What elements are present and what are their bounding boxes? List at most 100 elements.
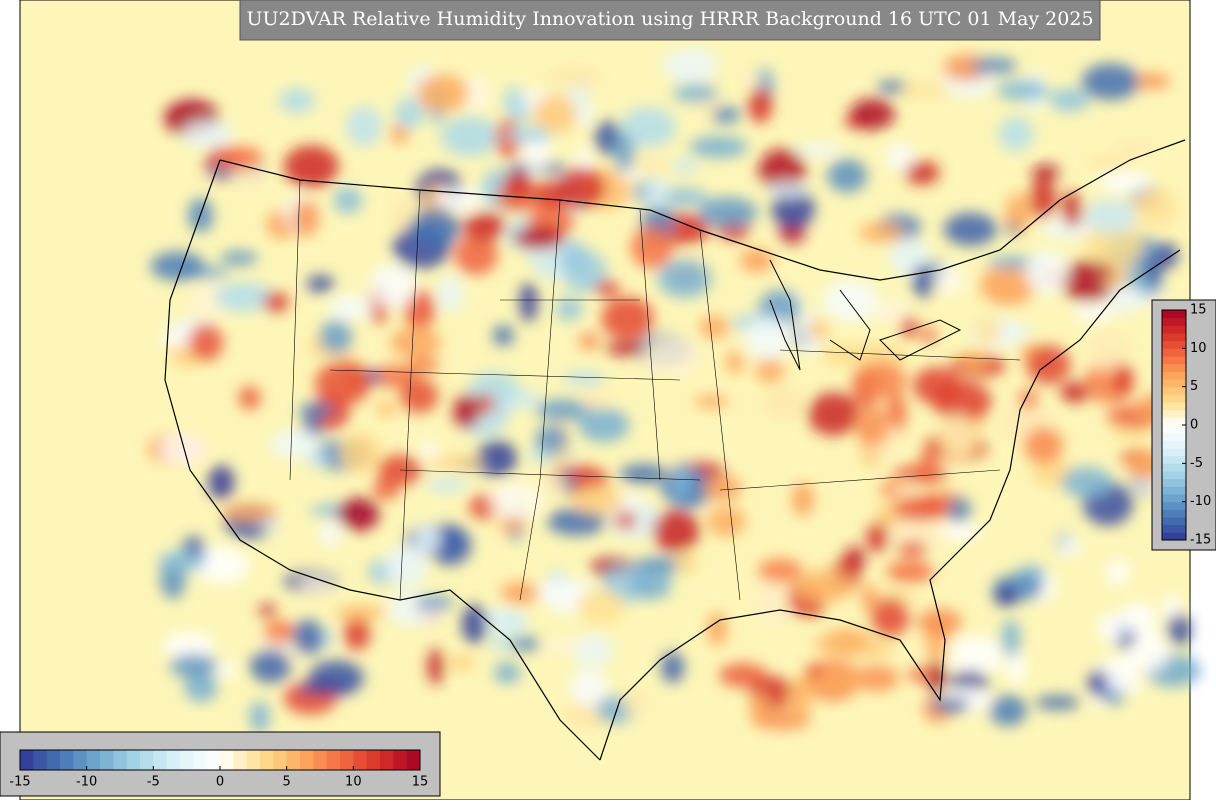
- field-blob: [306, 275, 335, 293]
- field-blob: [1086, 330, 1131, 372]
- field-blob: [794, 143, 843, 158]
- field-blob: [440, 116, 500, 157]
- field-blob: [786, 678, 812, 721]
- field-blob: [264, 619, 295, 644]
- field-blob: [346, 106, 382, 147]
- field-blob: [594, 120, 621, 155]
- humidity-field: [148, 48, 1203, 734]
- field-blob: [748, 86, 773, 124]
- field-blob: [1113, 363, 1133, 396]
- tick-label: 10: [345, 775, 362, 790]
- tick-label: 5: [283, 775, 291, 790]
- field-blob: [319, 520, 343, 546]
- field-blob: [188, 323, 224, 362]
- tick-label: -15: [1190, 533, 1211, 548]
- field-blob: [630, 568, 672, 600]
- colorbar-segment: [1162, 363, 1186, 372]
- field-blob: [462, 211, 506, 241]
- field-blob: [369, 264, 416, 308]
- field-blob: [642, 177, 669, 209]
- field-blob: [673, 83, 719, 103]
- field-blob: [938, 521, 981, 541]
- colorbar-segment: [1162, 333, 1186, 342]
- field-blob: [858, 222, 905, 243]
- colorbar-segment: [33, 750, 48, 770]
- colorbar-segment: [1162, 517, 1186, 526]
- field-blob: [1025, 250, 1068, 295]
- field-blob: [794, 568, 854, 604]
- colorbar-segment: [340, 750, 354, 770]
- field-blob: [539, 474, 569, 494]
- field-blob: [158, 550, 207, 572]
- field-blob: [652, 509, 700, 553]
- colorbar-segment: [260, 750, 274, 770]
- field-blob: [1131, 73, 1171, 90]
- field-blob: [771, 187, 815, 230]
- field-blob: [461, 604, 488, 644]
- field-blob: [1087, 157, 1132, 170]
- field-blob: [291, 619, 324, 655]
- field-blob: [919, 449, 937, 477]
- colorbar-segment: [1162, 501, 1186, 510]
- colorbar-segment: [1162, 532, 1186, 541]
- colorbar-segment: [1162, 478, 1186, 487]
- field-blob: [221, 503, 279, 522]
- colorbar-segment: [1162, 356, 1186, 365]
- field-blob: [758, 558, 803, 584]
- field-blob: [578, 408, 630, 443]
- field-blob: [853, 665, 900, 692]
- tick-label: -10: [76, 775, 97, 790]
- field-blob: [278, 88, 316, 113]
- field-blob: [886, 560, 934, 583]
- field-blob: [562, 371, 606, 386]
- colorbar-segment: [1162, 455, 1186, 464]
- field-blob: [579, 332, 600, 350]
- field-blob: [575, 104, 594, 126]
- field-blob: [807, 392, 860, 436]
- colorbar-segment: [1162, 509, 1186, 518]
- field-blob: [706, 506, 747, 538]
- colorbar-segment: [206, 750, 221, 770]
- colorbar-vertical: -15 -10 -5 0 5 10 15: [1161, 303, 1211, 548]
- colorbar-segment: [60, 750, 74, 770]
- field-blob: [896, 541, 928, 557]
- tick-label: -15: [9, 775, 30, 790]
- field-blob: [1001, 619, 1021, 658]
- field-blob: [414, 596, 455, 610]
- field-blob: [283, 145, 339, 188]
- colorbar-segment: [86, 750, 101, 770]
- field-blob: [673, 158, 698, 175]
- field-blob: [913, 367, 961, 405]
- field-blob: [307, 451, 328, 469]
- field-blob: [427, 648, 445, 685]
- field-blob: [183, 120, 233, 149]
- field-blob: [509, 636, 541, 651]
- field-blob: [499, 517, 525, 533]
- field-blob: [429, 456, 485, 469]
- field-blob: [1031, 164, 1060, 180]
- colorbar-segment: [1162, 448, 1186, 457]
- field-blob: [896, 82, 950, 100]
- colorbar-segment: [1162, 379, 1186, 388]
- colorbar-segment: [180, 750, 194, 770]
- field-blob: [916, 608, 963, 636]
- field-blob: [614, 512, 637, 529]
- field-blob: [861, 583, 878, 612]
- colorbar-segment: [20, 750, 34, 770]
- colorbar-segment: [220, 750, 234, 770]
- field-blob: [1023, 426, 1063, 465]
- field-blob: [333, 187, 363, 214]
- field-blob: [1062, 191, 1082, 228]
- field-blob: [941, 413, 975, 457]
- field-blob: [394, 98, 425, 129]
- field-blob: [698, 197, 758, 228]
- field-blob: [448, 655, 475, 671]
- field-blob: [1167, 613, 1192, 646]
- colorbar-segment: [1162, 463, 1186, 472]
- field-blob: [1098, 170, 1152, 194]
- field-blob: [694, 395, 729, 408]
- field-blob: [1073, 303, 1116, 322]
- field-blob: [711, 106, 741, 124]
- colorbar-segment: [1162, 386, 1186, 395]
